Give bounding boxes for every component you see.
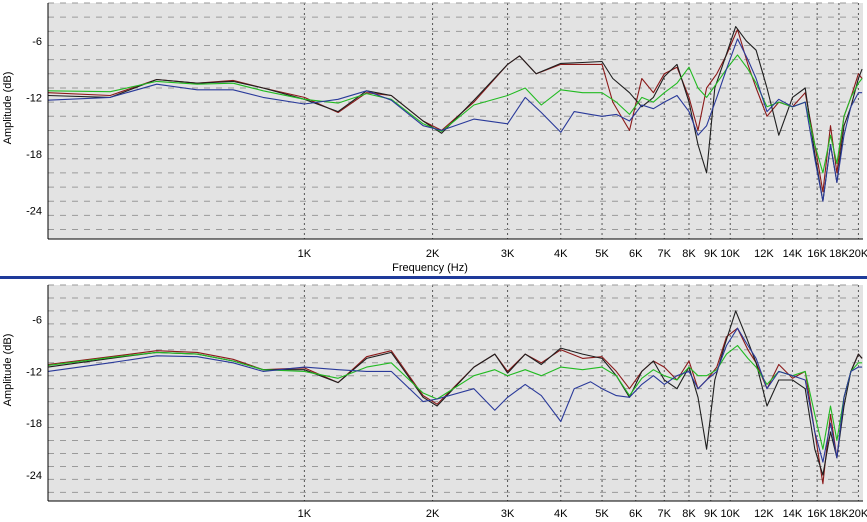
plot-background	[48, 285, 863, 501]
x-tick-label: 6K	[629, 248, 643, 260]
top-chart: 1K 2K 3K 4K 5K 6K 7K 8K 9K 10K 12K 14K 16K 18K 20K -6-…	[2, 2, 867, 274]
x-tick-label: 18K	[829, 248, 849, 260]
x-tick-label: 16K	[807, 248, 827, 260]
x-tick-label: 5K	[595, 508, 609, 520]
x-tick-label: 6K	[629, 508, 643, 520]
plot-background	[48, 3, 863, 239]
x-tick-label: 2K	[426, 248, 440, 260]
x-tick-label: 1K	[298, 508, 312, 520]
x-tick-label: 16K	[807, 508, 827, 520]
x-tick-label: 8K	[682, 508, 696, 520]
y-tick-labels: -6 -12 -18 -24	[26, 315, 42, 483]
y-tick-label: -18	[26, 149, 42, 161]
series-group	[47, 26, 863, 202]
y-axis-title: Amplitude (dB)	[2, 334, 14, 407]
grid	[48, 284, 863, 501]
x-tick-label: 3K	[501, 248, 515, 260]
x-tick-label: 9K	[704, 508, 718, 520]
x-tick-label: 7K	[658, 248, 672, 260]
y-tick-label: -24	[26, 470, 42, 482]
x-tick-label: 18K	[829, 508, 849, 520]
x-tick-label: 12K	[754, 248, 774, 260]
x-tick-label: 9K	[704, 248, 718, 260]
x-tick-label: 1K	[298, 248, 312, 260]
y-tick-label: -18	[26, 418, 42, 430]
x-tick-label: 5K	[595, 248, 609, 260]
series-line-2	[47, 54, 863, 174]
x-tick-label: 14K	[783, 508, 803, 520]
x-tick-label: 3K	[501, 508, 515, 520]
x-tick-label: 14K	[783, 248, 803, 260]
bottom-chart: 1K 2K 3K 4K 5K 6K 7K 8K 9K 10K 12K 14K 16K 18K 20K -6-…	[2, 284, 867, 520]
y-tick-labels: -6 -12 -18 -24	[26, 36, 42, 218]
chart-divider	[0, 276, 867, 279]
series-group	[47, 310, 863, 485]
series-line-2	[47, 344, 863, 450]
x-tick-label: 20K	[849, 248, 867, 260]
series-line-3	[47, 38, 863, 202]
x-tick-label: 12K	[754, 508, 774, 520]
x-tick-labels: 1K 2K 3K 4K 5K 6K 7K 8K 9K 10K 12K 14K 16K 18K 20K	[298, 508, 867, 520]
series-line-0	[47, 28, 863, 193]
x-tick-label: 4K	[554, 248, 568, 260]
x-tick-labels: 1K 2K 3K 4K 5K 6K 7K 8K 9K 10K 12K 14K 16K 18K 20K	[298, 248, 867, 260]
x-tick-label: 10K	[720, 248, 740, 260]
x-tick-label: 7K	[658, 508, 672, 520]
grid	[48, 2, 863, 239]
y-axis-title: Amplitude (dB)	[2, 72, 14, 145]
series-line-3	[47, 327, 863, 463]
x-tick-label: 8K	[682, 248, 696, 260]
y-tick-label: -6	[32, 36, 42, 48]
x-tick-label: 10K	[720, 508, 740, 520]
x-tick-label: 4K	[554, 508, 568, 520]
y-tick-label: -24	[26, 206, 42, 218]
x-axis-title: Frequency (Hz)	[392, 262, 468, 274]
x-tick-label: 20K	[849, 508, 867, 520]
y-tick-label: -12	[26, 366, 42, 378]
y-tick-label: -6	[32, 315, 42, 327]
y-tick-label: -12	[26, 92, 42, 104]
x-tick-label: 2K	[426, 508, 440, 520]
